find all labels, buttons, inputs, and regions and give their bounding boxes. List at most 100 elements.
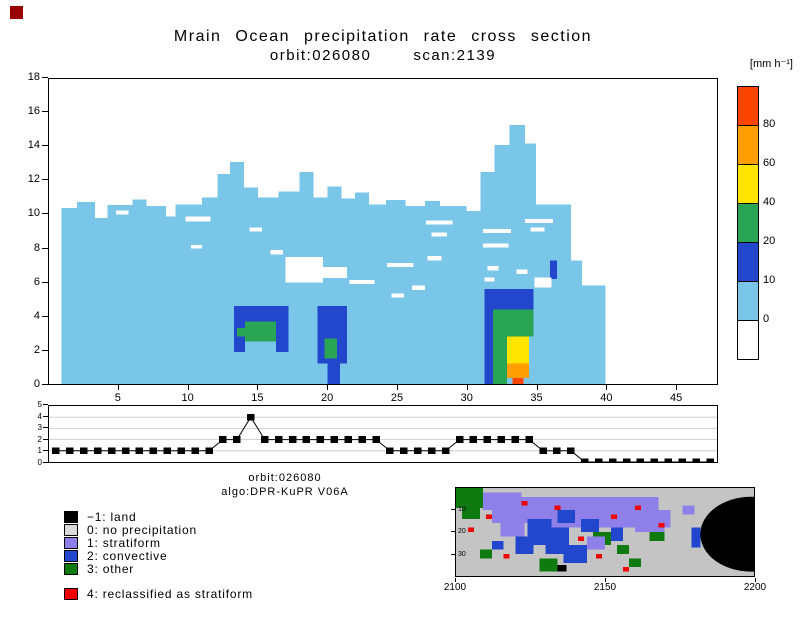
- y-axis-tick-label: 6: [33, 275, 40, 288]
- rain-type-marker: [274, 436, 283, 443]
- precip-core-cell: [236, 328, 246, 337]
- precip-cell-light: [355, 192, 370, 384]
- colorbar: [737, 86, 759, 360]
- precip-core-cell: [234, 306, 289, 322]
- rain-type-marker: [80, 447, 88, 455]
- legend-label-other: 3: other: [87, 561, 135, 576]
- map-cell-stratiform: [634, 518, 665, 532]
- rain-type-strip-canvas: [49, 406, 717, 462]
- rain-type-marker: [302, 436, 311, 443]
- colorbar-segment-60-80: [738, 126, 758, 165]
- precip-cell-light: [536, 204, 571, 384]
- precip-gap: [534, 277, 552, 288]
- y-axis-tick-label: 4: [33, 309, 40, 322]
- map-cell-convective: [610, 527, 623, 541]
- colorbar-segment-20-40: [738, 204, 758, 243]
- rain-type-marker: [594, 458, 603, 462]
- strip-y-tick-label: 3: [37, 423, 42, 433]
- strip-y-tick-label: 2: [37, 434, 42, 444]
- precip-cell-light: [582, 285, 606, 384]
- map-cell-other: [461, 507, 480, 519]
- rain-type-strip-plot: [48, 405, 718, 463]
- y-axis-tick-label: 0: [33, 378, 40, 390]
- map-cell-reclassified: [485, 514, 492, 519]
- rain-type-marker: [427, 447, 436, 455]
- precip-cell-light: [165, 216, 176, 384]
- cross-section-canvas: [61, 124, 606, 384]
- rain-type-marker: [205, 447, 213, 455]
- map-cell-reclassified: [622, 567, 629, 572]
- precip-cell-light: [61, 207, 77, 384]
- rain-type-marker: [358, 436, 366, 443]
- precip-core-cell: [245, 321, 276, 342]
- colorbar-tick-label: 80: [763, 118, 776, 130]
- y-axis-tick-label: 18: [27, 71, 40, 83]
- precip-cell-light: [202, 197, 218, 384]
- precip-gap: [427, 256, 442, 261]
- map-cell-reclassified: [467, 527, 474, 532]
- precip-gap: [115, 210, 129, 215]
- precip-gap: [323, 267, 347, 279]
- x-axis-tick: [118, 385, 119, 390]
- map-cell-other: [539, 558, 558, 572]
- precip-cell-light: [466, 211, 481, 384]
- strip-y-tick-label: 5: [37, 400, 42, 409]
- x-axis-tick-label: 10: [181, 392, 194, 404]
- rain-type-marker: [692, 458, 700, 462]
- x-axis-tick: [537, 385, 538, 390]
- precip-core-cell: [484, 309, 493, 384]
- map-cell-reclassified: [554, 505, 561, 510]
- precip-cell-light: [405, 206, 425, 384]
- precip-cell-light: [94, 217, 108, 384]
- precip-gap: [487, 266, 499, 271]
- map-cell-other: [616, 545, 629, 554]
- x-axis-tick: [467, 385, 468, 390]
- precip-core-cell: [492, 309, 534, 337]
- rain-type-marker: [233, 436, 241, 443]
- rain-type-marker: [135, 447, 144, 455]
- legend-label-convective: 2: convective: [87, 548, 168, 563]
- precip-gap: [285, 256, 324, 283]
- precip-gap: [483, 243, 509, 248]
- legend-swatch-stratiform: [64, 536, 78, 549]
- rain-type-marker: [66, 447, 74, 455]
- precip-gap: [483, 228, 512, 234]
- precip-core-cell: [275, 321, 289, 352]
- map-cell-convective: [491, 540, 504, 550]
- legend-item-reclassified: 4: reclassified as stratiform: [64, 586, 253, 601]
- precip-gap: [349, 279, 375, 285]
- map-cell-stratiform: [587, 536, 605, 550]
- colorbar-unit-label: [mm h⁻¹]: [749, 58, 793, 70]
- map-cell-convective: [515, 536, 534, 554]
- subtitle-scan: scan:2139: [413, 47, 497, 64]
- legend-item-land: −1: land: [64, 510, 253, 524]
- map-x-tick: [455, 578, 456, 582]
- rain-type-marker: [93, 447, 102, 455]
- map-cell-reclassified: [596, 554, 603, 559]
- precip-gap: [431, 232, 448, 237]
- precip-cell-light: [424, 201, 441, 384]
- x-axis-tick-label: 25: [390, 392, 404, 404]
- legend-label-no-precipitation: 0: no precipitation: [87, 522, 197, 537]
- rain-type-marker: [372, 436, 380, 443]
- rain-type-marker: [191, 447, 199, 455]
- rain-type-marker: [441, 447, 450, 455]
- annotation-algo: algo:DPR-KuPR V06A: [221, 486, 349, 498]
- rain-type-marker: [386, 447, 394, 455]
- legend-label-reclassified: 4: reclassified as stratiform: [87, 586, 253, 601]
- rain-type-marker: [107, 447, 116, 455]
- precip-cell-light: [217, 173, 230, 384]
- map-land-blob: [700, 496, 754, 572]
- x-axis-tick: [327, 385, 328, 390]
- legend-item-no-precipitation: 0: no precipitation: [64, 522, 253, 537]
- map-cell-other: [456, 488, 483, 508]
- corner-mark: [10, 6, 23, 19]
- y-axis-tick-label: 12: [27, 173, 40, 186]
- precip-gap: [270, 250, 283, 255]
- rain-type-marker: [288, 436, 297, 443]
- map-cell-reclassified: [610, 514, 617, 519]
- x-axis-tick-label: 15: [251, 392, 264, 404]
- strip-y-tick-label: 4: [37, 411, 42, 421]
- x-axis-tick: [397, 385, 398, 390]
- rain-type-marker: [121, 447, 130, 455]
